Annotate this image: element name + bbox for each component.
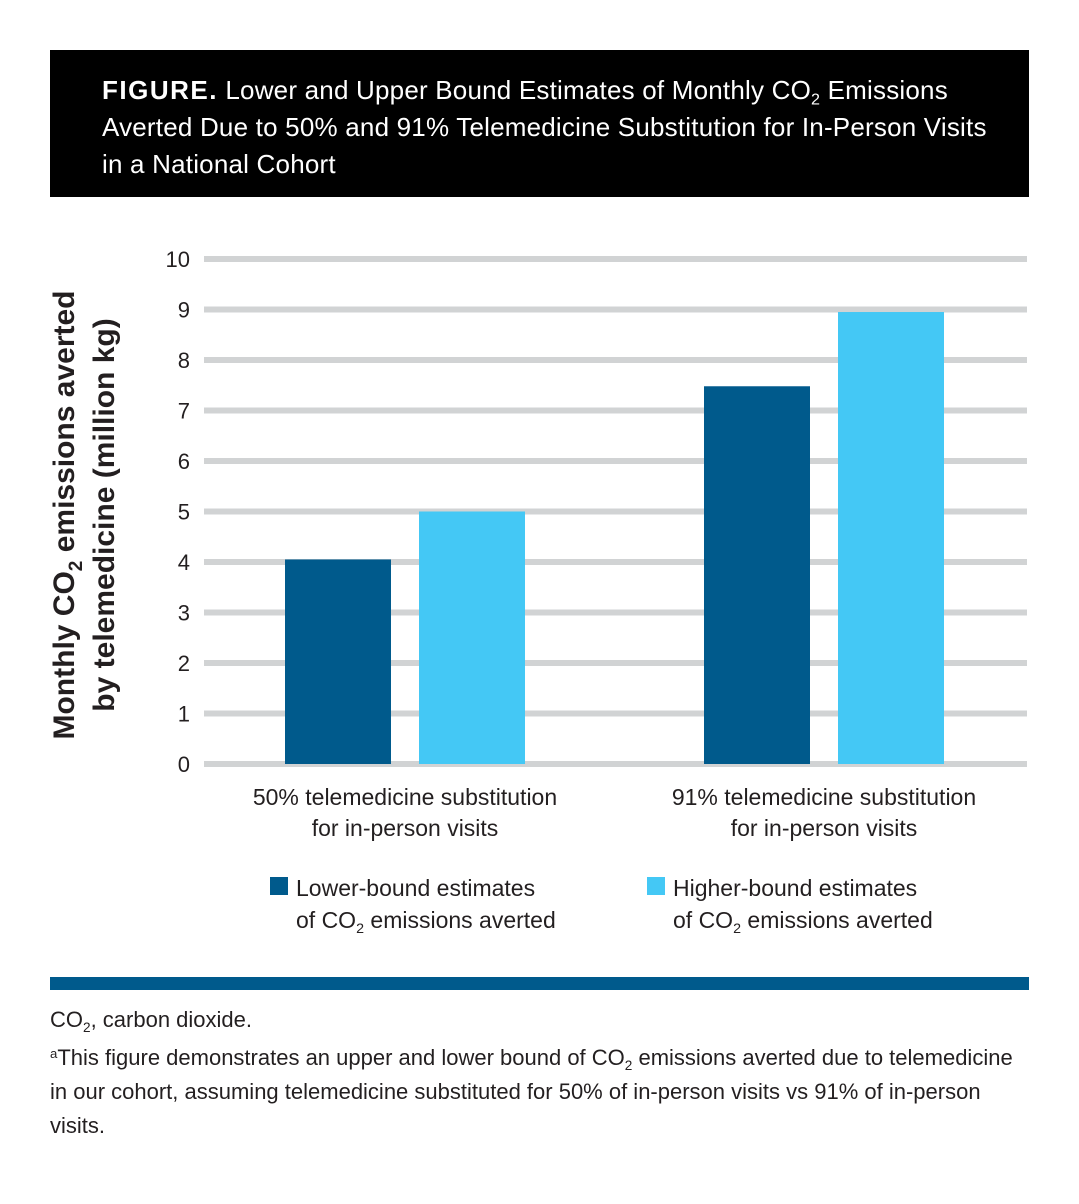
- y-axis-label-line2: by telemedicine (million kg): [88, 318, 121, 711]
- figure-title-part1: Lower and Upper Bound Estimates of Month…: [225, 75, 812, 105]
- legend-lower-line1: Lower-bound estimates: [296, 875, 536, 901]
- figure-label: FIGURE.: [102, 75, 218, 105]
- y-tick-label: 6: [178, 449, 190, 474]
- legend-higher-line2-part1: of CO: [673, 907, 734, 933]
- legend-higher-subscript: 2: [733, 920, 742, 937]
- abbrev-subscript: 2: [83, 1019, 91, 1035]
- footnote-subscript: 2: [624, 1057, 633, 1073]
- y-tick-label: 9: [178, 298, 190, 323]
- legend-label-higher: Higher-bound estimates of CO2 emissions …: [673, 872, 933, 936]
- y-axis-label: Monthly CO2 emissions averted by telemed…: [48, 290, 121, 739]
- footnote-abbreviation: CO2, carbon dioxide.: [50, 1003, 1035, 1037]
- legend-higher-line2-part2: emissions averted: [741, 907, 933, 933]
- y-tick-label: 4: [178, 550, 190, 575]
- abbrev-part1: CO: [50, 1007, 83, 1032]
- bar-chart: 0 1 2 3 4 5 6 7 8 9 10 50% telemedicine substituti…: [48, 247, 1027, 841]
- figure-title-part2: Emissions Averted Due to 50% and 91% Tel…: [102, 75, 987, 179]
- legend-swatch-lower: [270, 877, 288, 895]
- y-tick-label: 1: [178, 702, 190, 727]
- footnote-marker: a: [50, 1045, 58, 1061]
- y-tick-label: 2: [178, 651, 190, 676]
- x-category-label: for in-person visits: [312, 815, 499, 841]
- legend-lower-subscript: 2: [356, 920, 365, 937]
- bar-series1-category1: [285, 559, 391, 764]
- legend-label-lower: Lower-bound estimates of CO2 emissions a…: [296, 872, 556, 936]
- y-tick-label: 10: [166, 247, 190, 272]
- footnote-a: aThis figure demonstrates an upper and l…: [50, 1041, 1035, 1143]
- legend-lower-line2-part1: of CO: [296, 907, 357, 933]
- x-category-label: for in-person visits: [731, 815, 918, 841]
- footnotes: CO2, carbon dioxide. aThis figure demons…: [50, 1003, 1035, 1147]
- x-category-label: 91% telemedicine substitution: [672, 784, 976, 810]
- bar-series2-category2: [838, 312, 944, 764]
- legend-higher-line1: Higher-bound estimates: [673, 875, 918, 901]
- y-tick-label: 7: [178, 399, 190, 424]
- y-axis-label-subscript: 2: [66, 561, 87, 572]
- divider-bar: [50, 977, 1029, 990]
- y-axis-label-part2: emissions averted: [48, 290, 81, 560]
- legend-lower-line2-part2: emissions averted: [364, 907, 556, 933]
- footnote-part2: emissions averted due to telemedicine in…: [50, 1045, 1013, 1138]
- figure-header: FIGURE. Lower and Upper Bound Estimates …: [50, 50, 1029, 197]
- y-tick-label: 5: [178, 500, 190, 525]
- footnote-part1: This figure demonstrates an upper and lo…: [57, 1045, 625, 1070]
- svg-text:Monthly CO2 emissions averted: Monthly CO2 emissions averted: [48, 290, 87, 739]
- figure-title-subscript: 2: [811, 90, 821, 109]
- bar-series2-category1: [419, 511, 525, 764]
- bar-series1-category2: [704, 386, 810, 764]
- abbrev-part2: , carbon dioxide.: [90, 1007, 253, 1032]
- y-tick-label: 0: [178, 752, 190, 777]
- y-tick-label: 8: [178, 348, 190, 373]
- legend-swatch-higher: [647, 877, 665, 895]
- y-axis-label-part1: Monthly CO: [48, 571, 81, 739]
- x-category-label: 50% telemedicine substitution: [253, 784, 557, 810]
- y-tick-label: 3: [178, 601, 190, 626]
